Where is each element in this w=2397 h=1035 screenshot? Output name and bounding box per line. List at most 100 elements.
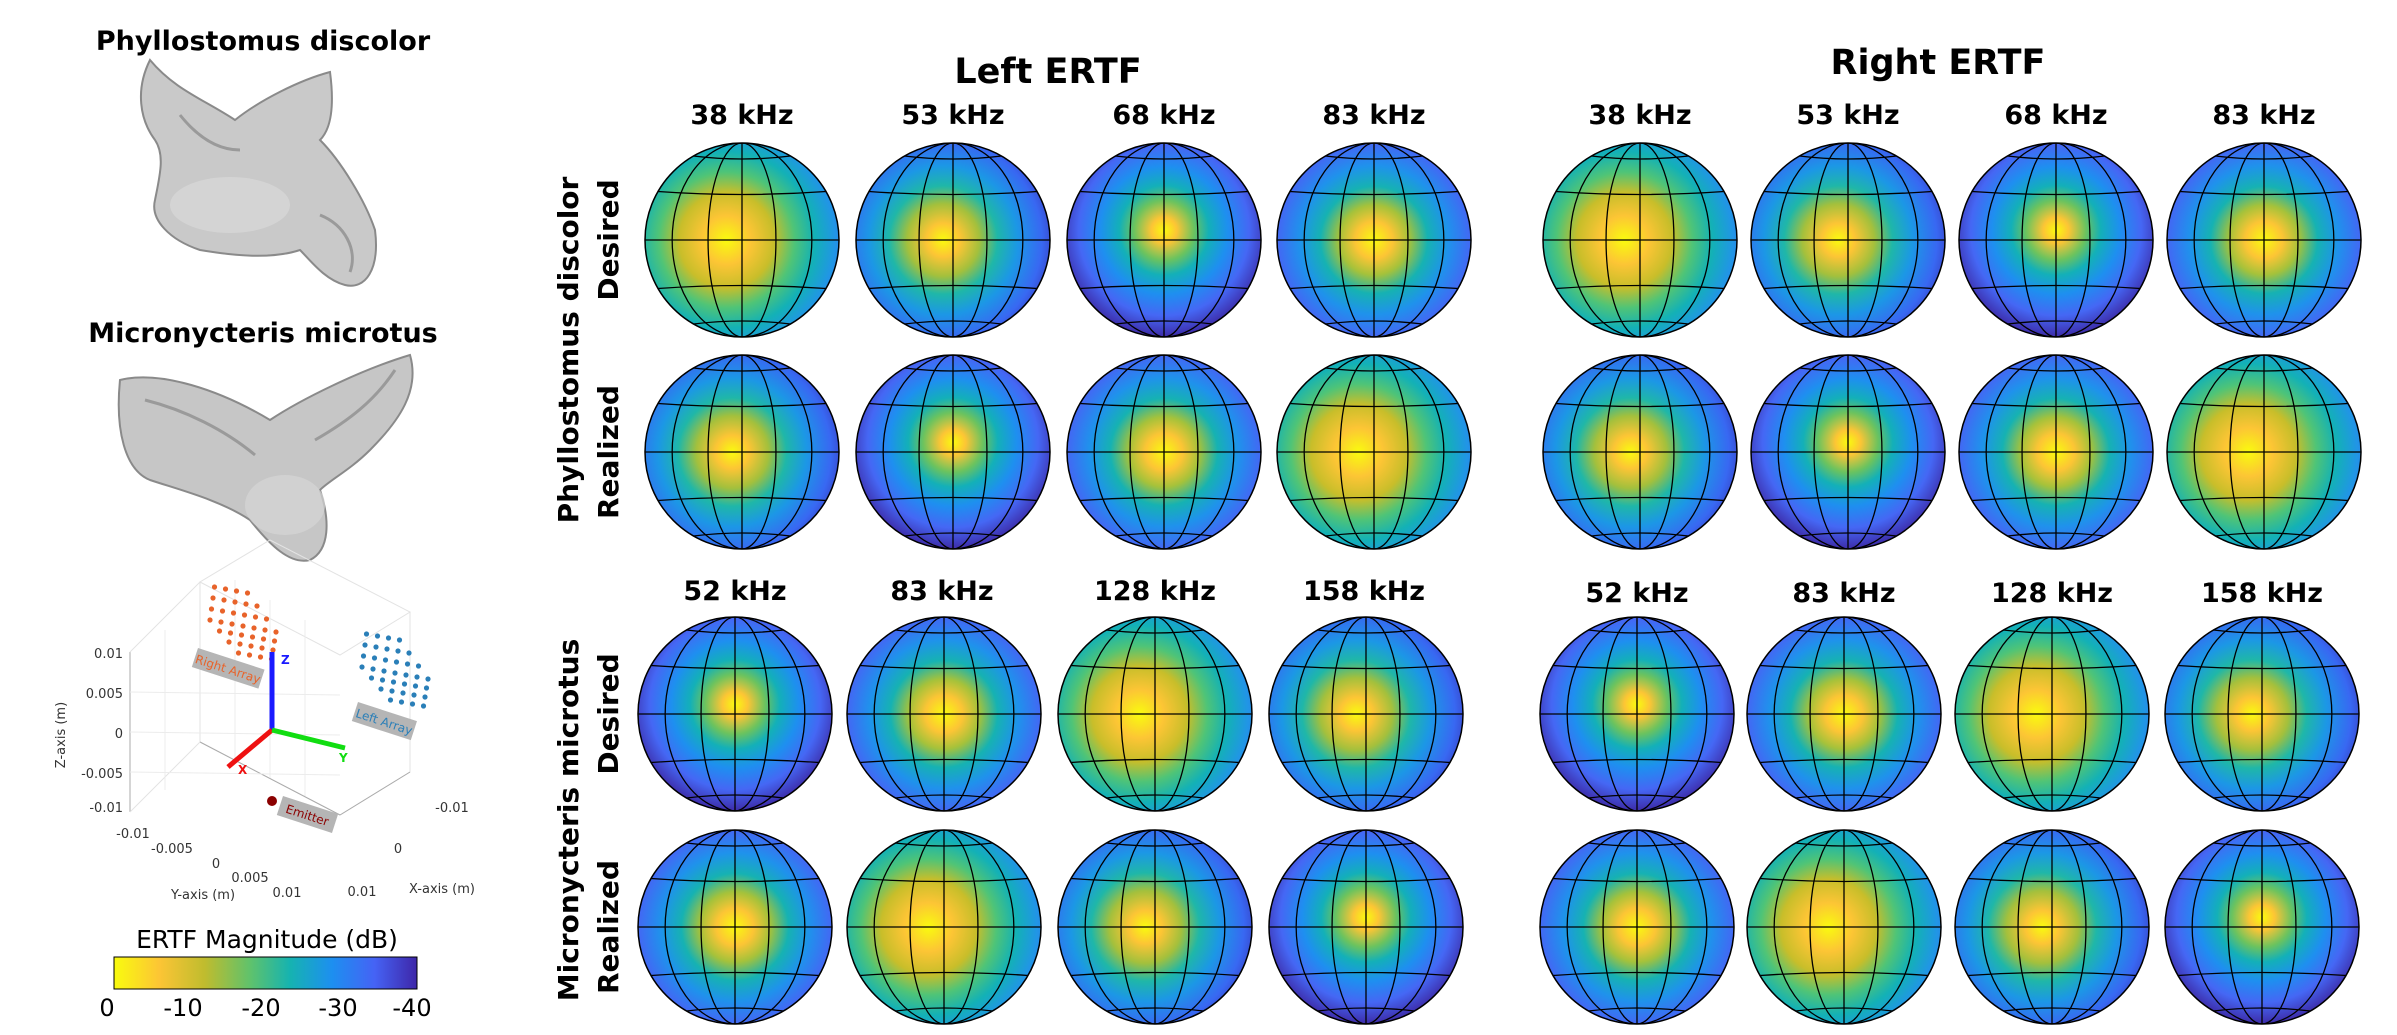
y-tick: 0.005 xyxy=(231,871,268,886)
ertf-sphere xyxy=(1057,616,1253,812)
species1-name: Phyllostomus discolor xyxy=(96,26,431,57)
ertf-sphere xyxy=(1954,616,2150,812)
z-tick: 0 xyxy=(115,727,123,742)
freq-label: 38 kHz xyxy=(690,100,793,131)
left-array-point xyxy=(414,674,420,680)
z-tick: 0.005 xyxy=(86,687,123,702)
ertf-sphere xyxy=(644,354,840,550)
left-array-point xyxy=(362,642,368,648)
right-array-point xyxy=(219,608,226,614)
ertf-sphere xyxy=(1066,354,1262,550)
phyllostomus-head-image xyxy=(139,58,377,287)
freq-label: 83 kHz xyxy=(2212,100,2315,131)
colorbar-tick: -40 xyxy=(392,994,431,1022)
right-array-point xyxy=(207,617,213,623)
micronycteris-head-image xyxy=(117,353,414,562)
right-array-point xyxy=(227,630,234,636)
right-array-point xyxy=(241,612,248,618)
right-array-points xyxy=(207,584,279,662)
right-array-point xyxy=(233,588,240,594)
ertf-sphere xyxy=(1958,354,2154,550)
emitter-point xyxy=(267,796,277,806)
x-tick: 0.01 xyxy=(348,885,377,900)
left-array-point xyxy=(398,699,405,705)
freq-label: 128 kHz xyxy=(1991,578,2113,609)
left-array-point xyxy=(393,659,400,665)
ertf-sphere xyxy=(855,142,1051,338)
freq-label: 128 kHz xyxy=(1094,576,1216,607)
left-array-point xyxy=(395,648,401,654)
left-array-point xyxy=(360,653,367,659)
colorbar: ERTF Magnitude (dB) 0 -10 -20 -30 -40 xyxy=(99,925,431,1022)
left-array-point xyxy=(379,677,386,683)
ertf-sphere xyxy=(1268,616,1464,812)
row-realized-label: Realized xyxy=(592,860,625,994)
right-array-point xyxy=(218,619,224,625)
y-tick: 0 xyxy=(212,857,220,872)
left-array-point xyxy=(363,631,370,637)
left-array-point xyxy=(422,694,428,700)
y-tick: 0.01 xyxy=(273,886,302,901)
geometry-plot: 0.01 0.005 0 -0.005 -0.01 Z-axis (m) -0.… xyxy=(54,539,475,903)
right-array-point xyxy=(208,606,215,612)
left-array-point xyxy=(406,650,412,656)
z-tick: -0.01 xyxy=(89,801,123,816)
axis-x-letter: X xyxy=(238,763,248,777)
left-array-point xyxy=(373,644,379,650)
right-array-point xyxy=(262,627,268,633)
right-array-point xyxy=(238,632,245,638)
ertf-sphere xyxy=(1542,142,1738,338)
row-species1-label: Phyllostomus discolor xyxy=(552,176,585,523)
ertf-sphere xyxy=(1539,829,1735,1025)
ertf-sphere xyxy=(2166,142,2362,338)
freq-label: 158 kHz xyxy=(1303,576,1425,607)
right-array-point xyxy=(254,603,260,609)
y-axis-label: Y-axis (m) xyxy=(170,888,235,903)
ertf-sphere xyxy=(846,829,1042,1025)
right-array-point xyxy=(249,634,256,640)
freq-label: 68 kHz xyxy=(1112,100,1215,131)
left-array-point xyxy=(389,688,395,694)
row-desired-label: Desired xyxy=(592,653,625,774)
left-array-point xyxy=(384,646,390,652)
left-array-point xyxy=(382,657,389,663)
ertf-sphere xyxy=(1539,616,1735,812)
left-array-point xyxy=(411,692,417,698)
row-realized-label: Realized xyxy=(592,385,625,519)
right-array-point xyxy=(273,629,279,635)
ertf-sphere xyxy=(2164,829,2360,1025)
right-array-point xyxy=(211,584,218,590)
colorbar-tick: 0 xyxy=(99,994,114,1022)
ertf-sphere xyxy=(1746,616,1942,812)
left-array-point xyxy=(423,685,430,691)
right-array-point xyxy=(257,654,264,660)
species2-name: Micronycteris microtus xyxy=(88,318,438,349)
row-species2-label: Micronycteris microtus xyxy=(552,639,585,1001)
left-ertf-title: Left ERTF xyxy=(954,52,1141,92)
ertf-sphere xyxy=(1750,142,1946,338)
y-tick: -0.01 xyxy=(116,827,150,842)
right-array-point xyxy=(232,599,238,605)
right-array-point xyxy=(235,650,242,656)
ertf-sphere xyxy=(1268,829,1464,1025)
right-array-point xyxy=(246,652,253,658)
colorbar-title: ERTF Magnitude (dB) xyxy=(136,925,398,954)
right-array-point xyxy=(263,616,270,622)
x-tick: -0.01 xyxy=(435,801,469,816)
right-array-point xyxy=(270,647,276,653)
axis-y-letter: Y xyxy=(338,751,348,765)
freq-label: 68 kHz xyxy=(2004,100,2107,131)
left-array-point xyxy=(370,666,376,672)
ertf-sphere xyxy=(1542,354,1738,550)
x-tick: 0 xyxy=(394,842,402,857)
right-array-point xyxy=(210,595,216,601)
left-array-point xyxy=(378,686,384,692)
axis-z-letter: Z xyxy=(281,653,290,667)
left-array-point xyxy=(371,655,378,661)
left-array-point xyxy=(368,675,375,681)
freq-label: 52 kHz xyxy=(1585,578,1688,609)
right-ertf-title: Right ERTF xyxy=(1831,43,2046,83)
z-tick: 0.01 xyxy=(94,647,123,662)
right-array-point xyxy=(243,601,249,607)
ertf-sphere xyxy=(1958,142,2154,338)
